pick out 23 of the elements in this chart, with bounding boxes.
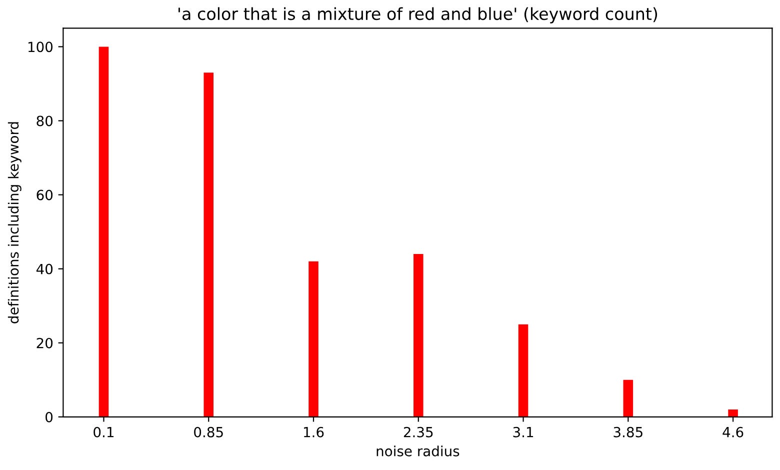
chart-title: 'a color that is a mixture of red and blue' (keyword count) — [178, 7, 658, 24]
x-tick-label: 3.1 — [513, 426, 534, 438]
y-axis-title: definitions including keyword — [8, 122, 22, 324]
bar — [308, 261, 318, 417]
y-tick-label: 60 — [36, 190, 53, 200]
x-tick-label: 0.85 — [194, 426, 223, 438]
y-tick-label: 80 — [36, 116, 53, 126]
bar — [204, 72, 214, 417]
bar — [728, 409, 738, 417]
bar — [623, 380, 634, 417]
bar — [98, 46, 109, 417]
y-tick-label: 40 — [36, 264, 53, 274]
y-tick-label: 0 — [46, 412, 53, 422]
y-tick-label: 100 — [28, 42, 53, 52]
x-tick-label: 2.35 — [404, 426, 433, 438]
x-tick-label: 3.85 — [614, 426, 642, 438]
x-tick-label: 0.1 — [94, 426, 114, 438]
y-tick-label: 20 — [36, 338, 53, 348]
bar — [518, 324, 528, 417]
x-tick-label: 4.6 — [722, 426, 744, 438]
x-axis-title: noise radius — [376, 446, 460, 456]
bar — [413, 254, 424, 417]
x-tick-label: 1.6 — [304, 426, 324, 438]
